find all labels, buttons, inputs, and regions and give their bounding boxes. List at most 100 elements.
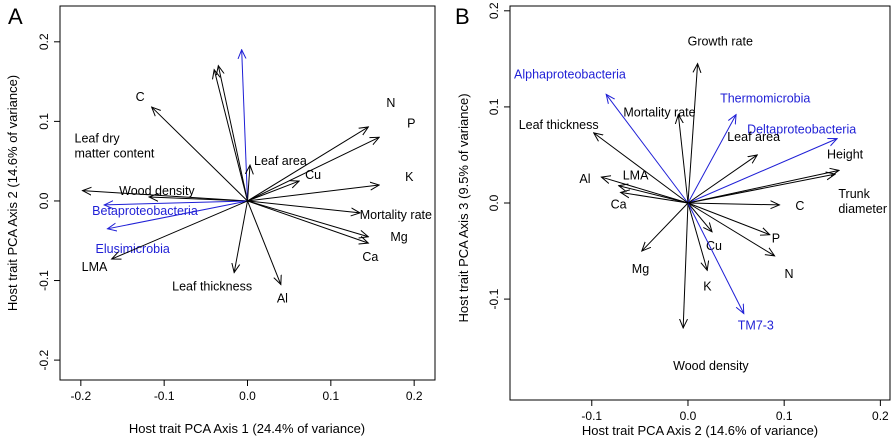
vector-arrow-lma (112, 200, 248, 259)
vector-label-deltaproteobacteria: Deltaproteobacteria (747, 123, 856, 137)
vector-arrow-cu (247, 181, 300, 202)
vector-label-leaf-area: Leaf area (727, 130, 780, 144)
vector-label-lma: LMA (82, 260, 108, 274)
vector-label-c: C (136, 90, 145, 104)
vector-label-ca: Ca (362, 250, 378, 264)
vector-label-elusimicrobia: Elusimicrobia (96, 242, 170, 256)
y-tick-label: 0.2 (487, 2, 501, 19)
vector-arrow-leaf-area (687, 155, 757, 204)
vector-arrow-trunk-diameter (687, 174, 835, 204)
vector-label-p: P (407, 116, 415, 130)
vector-arrow-leaf-dry-matter-content (83, 191, 248, 202)
x-tick-label: 0.1 (776, 409, 793, 423)
vector-arrow-thermomicrobia (687, 115, 736, 204)
vector-label-tm7-3: TM7-3 (738, 319, 774, 333)
x-tick-label: 0.2 (872, 409, 889, 423)
vector-label-n: N (386, 96, 395, 110)
vector-arrow-mortality-rate (247, 200, 361, 213)
vector-arrow-mg (247, 200, 369, 237)
vector-label-lma: LMA (623, 169, 649, 183)
panel-a: A -0.2 -0.1 0.0 0.1 0.2 -0.2 -0.1 0.0 0.1 0.2 Tr… (5, 4, 436, 436)
vector-label-cu: Cu (706, 239, 722, 253)
vector-label-k: K (703, 279, 712, 293)
vector-arrow-growth-rate (687, 64, 698, 204)
panel-a-x-axis: -0.2 -0.1 0.0 0.1 0.2 (70, 380, 423, 403)
x-tick-label: 0.0 (680, 409, 697, 423)
vector-arrow-mg (642, 202, 689, 251)
vector-arrow-betaproteobacteria (104, 201, 248, 205)
vector-arrow-mortality-rate (678, 115, 689, 204)
vector-label-n: N (785, 267, 794, 281)
vector-label-betaproteobacteria: Betaproteobacteria (92, 204, 198, 218)
vector-label-growth-rate: Growth rate (688, 35, 753, 49)
vector-arrow-trunk-diameter (218, 66, 248, 202)
vector-label-cu: Cu (305, 168, 321, 182)
vector-label-thermomicrobia: Thermomicrobia (720, 92, 810, 106)
vector-label-k: K (405, 170, 414, 184)
vector-label-alphaproteobacteria: Alphaproteobacteria (514, 67, 626, 81)
vector-label-p: P (772, 232, 780, 246)
vector-label-leaf-area: Leaf area (254, 154, 307, 168)
panel-b-x-axis-title: Host trait PCA Axis 2 (14.6% of variance… (582, 423, 818, 438)
vector-label-al: Al (277, 292, 288, 306)
panel-b-y-axis: -0.1 0.0 0.1 0.2 (487, 2, 510, 309)
vector-arrow-p (687, 202, 770, 235)
vector-label-mortality-rate: Mortality rate (623, 106, 695, 120)
vector-arrow-k (687, 202, 707, 270)
vector-arrow-cu (687, 202, 712, 232)
vector-label-mg: Mg (632, 262, 649, 276)
vector-arrow-height (214, 70, 248, 202)
vector-label-leaf-thickness: Leaf thickness (172, 280, 252, 294)
vector-label-al: Al (579, 172, 590, 186)
vector-arrow-ca (621, 192, 689, 204)
x-tick-label: 0.1 (322, 389, 339, 403)
y-tick-label: 0.0 (487, 194, 501, 211)
vector-arrow-c (152, 107, 248, 202)
vector-label-leaf-thickness: Leaf thickness (519, 118, 599, 132)
vector-arrow-tm7-3 (687, 202, 744, 314)
vector-arrow-ca (247, 200, 369, 243)
vector-arrow-k (247, 185, 380, 202)
vector-arrow-al (601, 177, 689, 204)
vector-arrow-n (247, 127, 369, 202)
vector-arrow-wood-density (149, 197, 248, 201)
vector-label-mg: Mg (390, 230, 407, 244)
vector-label-ca: Ca (611, 197, 627, 211)
vector-arrow-deltaproteobacteria (687, 139, 837, 204)
panel-a-x-axis-title: Host trait PCA Axis 1 (24.4% of variance… (129, 421, 365, 436)
y-tick-label: -0.1 (37, 270, 51, 291)
panel-a-y-axis: -0.2 -0.1 0.0 0.1 0.2 (37, 33, 60, 370)
vector-arrow-leaf-thickness (594, 133, 689, 204)
vector-arrow-wood-density (683, 202, 689, 328)
vector-arrow-elusimicrobia (108, 200, 248, 229)
vector-label-wood-density: Wood density (673, 359, 749, 373)
vector-arrow-lma (619, 186, 689, 204)
vector-arrow-p (247, 137, 380, 202)
vector-label-trunk-diameter: Trunk diameter (838, 187, 887, 216)
vector-label-wood-density: Wood density (119, 184, 195, 198)
vector-label-leaf-dry-matter-content: Leaf dry matter content (75, 132, 155, 161)
panel-a-y-axis-title: Host trait PCA Axis 2 (14.6% of variance… (5, 75, 20, 311)
vector-arrow-deltaproteobacteria (242, 50, 248, 201)
panel-b-letter: B (455, 4, 470, 29)
x-tick-label: -0.1 (581, 409, 602, 423)
vector-arrow-al (247, 200, 281, 285)
panel-a-letter: A (8, 4, 23, 29)
y-tick-label: 0.1 (487, 98, 501, 115)
vector-label-mortality-rate: Mortality rate (360, 208, 432, 222)
x-tick-label: -0.1 (154, 389, 175, 403)
vector-label-height: Height (827, 147, 864, 161)
vector-arrow-alphaproteobacteria (606, 94, 689, 204)
y-tick-label: -0.1 (487, 288, 501, 309)
panel-b: B -0.1 0.0 0.1 0.2 -0.1 0.0 0.1 0.2 Growth rat… (455, 2, 891, 438)
y-tick-label: 0.0 (37, 192, 51, 209)
vector-arrow-n (687, 202, 775, 256)
y-tick-label: 0.2 (37, 33, 51, 50)
x-tick-label: -0.2 (70, 389, 91, 403)
y-tick-label: -0.2 (37, 349, 51, 370)
x-tick-label: 0.0 (239, 389, 256, 403)
x-tick-label: 0.2 (406, 389, 423, 403)
vector-arrow-c (687, 203, 779, 205)
y-tick-label: 0.1 (37, 113, 51, 130)
vector-arrow-leaf-area (248, 165, 251, 201)
